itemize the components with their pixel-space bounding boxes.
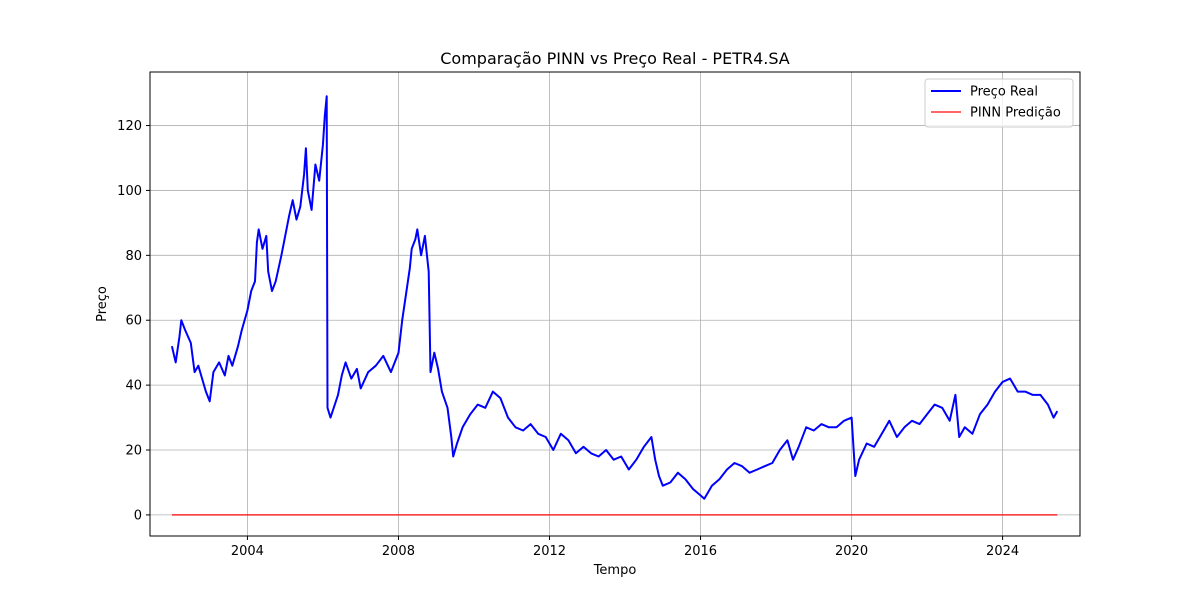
y-tick-label: 20 <box>125 444 142 459</box>
legend: Preço Real PINN Predição <box>924 78 1074 128</box>
x-tick-label: 2024 <box>986 544 1019 559</box>
x-tick-label: 2020 <box>835 544 868 559</box>
y-tick-label: 80 <box>125 249 142 264</box>
series-layer <box>170 95 1059 516</box>
plot-area-frame <box>149 71 1081 537</box>
x-tick-label: 2008 <box>382 544 415 559</box>
y-axis-title: Preço <box>95 286 110 322</box>
y-tick-label: 100 <box>117 184 142 199</box>
legend-box <box>924 78 1074 128</box>
legend-label: Preço Real <box>970 85 1038 100</box>
x-tick-label: 2012 <box>533 544 566 559</box>
y-tick-label: 0 <box>134 508 142 523</box>
x-axis-title: Tempo <box>593 563 637 578</box>
y-tick-label: 40 <box>125 379 142 394</box>
x-tick-label: 2016 <box>684 544 717 559</box>
chart-title: Comparação PINN vs Preço Real - PETR4.SA <box>440 49 790 68</box>
y-tick-label: 60 <box>125 314 142 329</box>
axis-ticks: 2004 2008 2012 2016 2020 2024 0 20 40 60 80 100 120 <box>117 119 1019 559</box>
y-tick-label: 120 <box>117 119 142 134</box>
legend-label: PINN Predição <box>970 106 1061 121</box>
series-line-preco-real <box>170 95 1059 500</box>
x-tick-label: 2004 <box>231 544 264 559</box>
